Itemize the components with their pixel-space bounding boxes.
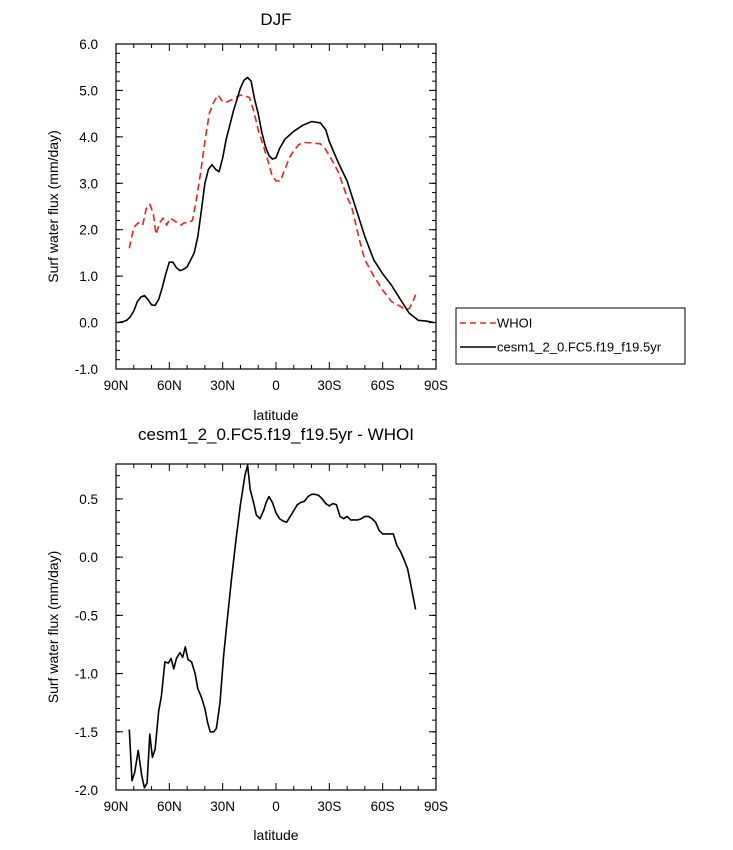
x-axis-label: latitude [253,407,298,423]
axis-ticks: 90N 60N 30N 0 30S 60S 90S -1.0 0.0 1.0 2.0 3.0 4.0 5.… [75,37,448,393]
x-tick-label: 30N [210,799,235,814]
x-tick-label: 60N [157,378,182,393]
top-panel: DJF 90N 60N 30N 0 30S 60S 90S -1.0 0.0 1.0 2.0 3.0 4… [45,10,686,423]
x-tick-label: 0 [272,378,280,393]
x-tick-label: 0 [272,799,280,814]
chart-title: DJF [260,10,291,29]
y-tick-label: -1.0 [75,362,98,377]
x-axis-label: latitude [253,827,298,843]
x-tick-label: 60S [371,378,395,393]
legend: WHOI cesm1_2_0.FC5.f19_f19.5yr [455,307,686,365]
x-tick-label: 90S [424,378,448,393]
series-line-whoi [128,94,417,311]
x-tick-label: 30S [317,799,341,814]
y-tick-label: -2.0 [75,783,98,798]
plot-frame [115,43,437,370]
x-tick-label: 30N [210,378,235,393]
legend-label-whoi: WHOI [497,316,532,331]
x-tick-label: 90N [104,799,129,814]
x-tick-label: 60N [157,799,182,814]
y-tick-label: -1.5 [75,725,98,740]
x-tick-label: 90S [424,799,448,814]
series-lines [117,76,435,324]
y-tick-label: -1.0 [75,667,98,682]
y-tick-label: 0.0 [79,316,98,331]
x-tick-label: 60S [371,799,395,814]
axis-ticks: 90N 60N 30N 0 30S 60S 90S -2.0 -1.5 -1.0 -0.5 0.0 0.… [75,463,448,814]
y-tick-label: 2.0 [79,223,98,238]
legend-box [455,307,686,365]
bottom-panel: cesm1_2_0.FC5.f19_f19.5yr - WHOI 90N 60N 3… [45,425,448,843]
y-tick-label: 6.0 [79,37,98,52]
series-line-difference [128,464,417,789]
y-axis-label: Surf water flux (mm/day) [45,551,61,703]
y-tick-label: 5.0 [79,83,98,98]
y-tick-label: 0.5 [79,492,98,507]
y-tick-label: 4.0 [79,130,98,145]
x-tick-label: 90N [104,378,129,393]
y-axis-label: Surf water flux (mm/day) [45,130,61,282]
series-lines [128,464,417,789]
y-tick-label: 1.0 [79,269,98,284]
y-tick-label: -0.5 [75,608,98,623]
x-tick-label: 30S [317,378,341,393]
series-line-cesm1_2_0 [117,76,435,324]
legend-label-cesm: cesm1_2_0.FC5.f19_f19.5yr [497,340,662,355]
y-tick-label: 0.0 [79,550,98,565]
y-tick-label: 3.0 [79,176,98,191]
difference-chart-title: cesm1_2_0.FC5.f19_f19.5yr - WHOI [138,425,414,444]
